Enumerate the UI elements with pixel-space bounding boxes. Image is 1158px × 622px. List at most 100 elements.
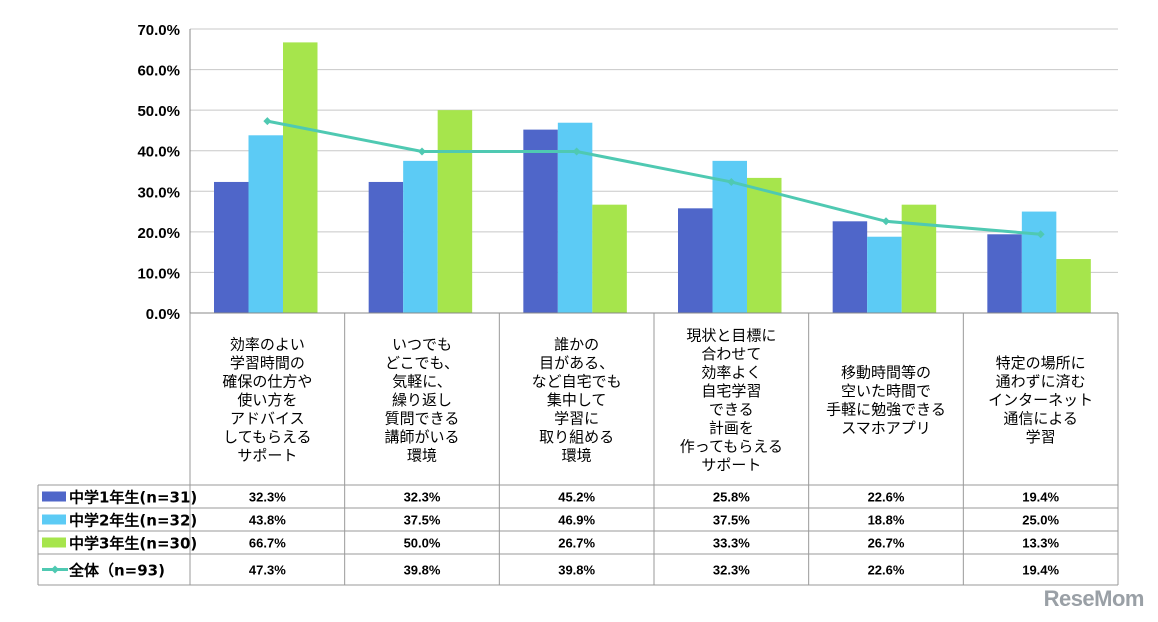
table-value: 18.8%	[868, 513, 905, 528]
bar	[523, 129, 558, 313]
table-value: 22.6%	[868, 490, 905, 505]
category-label: 空いた時間で	[841, 382, 931, 400]
bar	[867, 236, 902, 313]
bar	[678, 208, 713, 313]
y-tick-label: 40.0%	[137, 144, 180, 161]
bar	[747, 177, 782, 313]
table-value: 25.8%	[713, 490, 750, 505]
table-value: 50.0%	[404, 536, 441, 551]
line-marker	[882, 217, 890, 226]
line-series	[267, 119, 1041, 236]
category-label: 環境	[562, 447, 592, 465]
category-label: アドバイス	[230, 410, 305, 428]
bar	[248, 135, 283, 313]
category-label: 使い方を	[237, 391, 297, 409]
table-value: 66.7%	[249, 536, 286, 551]
line-marker	[727, 177, 736, 186]
table-value: 25.0%	[1022, 513, 1059, 528]
y-tick-label: 10.0%	[137, 265, 180, 282]
line-marker	[263, 117, 272, 126]
category-label: など自宅でも	[532, 373, 622, 391]
category-label: 学習時間の	[230, 354, 305, 372]
table-value: 39.8%	[558, 563, 595, 578]
bar	[437, 110, 473, 314]
category-label: 効率のよい	[230, 336, 305, 354]
legend-label: 中学3年生(n=30)	[69, 535, 197, 553]
resemom-logo: ReseMom	[1043, 586, 1145, 611]
category-label: サポート	[701, 456, 761, 474]
bar	[1056, 259, 1091, 313]
y-tick-label: 0.0%	[146, 306, 180, 323]
category-label: 合わせて	[701, 345, 761, 363]
legend-label: 中学1年生(n=31)	[69, 489, 197, 507]
category-label: 環境	[407, 447, 437, 465]
category-label: 気軽に、	[392, 373, 452, 391]
bar	[987, 234, 1022, 313]
bar	[1021, 211, 1057, 313]
category-label: どこでも、	[385, 354, 459, 372]
table-value: 32.3%	[249, 490, 286, 505]
category-label: 通信による	[1003, 410, 1078, 428]
table-value: 43.8%	[249, 513, 286, 528]
y-tick-label: 70.0%	[137, 22, 180, 39]
table-value: 32.3%	[713, 563, 750, 578]
category-label: 通わずに済む	[996, 373, 1086, 391]
category-label: 現状と目標に	[686, 326, 776, 344]
table-value: 26.7%	[558, 536, 595, 551]
table-value: 47.3%	[249, 563, 286, 578]
category-label: スマホアプリ	[841, 419, 931, 437]
category-label: 計画を	[709, 419, 754, 437]
line-marker	[572, 147, 581, 156]
category-label: してもらえる	[223, 428, 311, 446]
table-value: 19.4%	[1022, 563, 1059, 578]
bar	[403, 160, 438, 313]
legend-label: 中学2年生(n=32)	[69, 512, 197, 530]
bar	[832, 221, 868, 313]
category-label: 目がある、	[539, 354, 614, 372]
table-value: 26.7%	[868, 536, 905, 551]
category-label: できる	[709, 400, 754, 418]
line-marker	[418, 147, 426, 156]
category-label: 集中して	[547, 391, 607, 409]
table-value: 39.8%	[404, 563, 441, 578]
bar	[214, 181, 249, 313]
category-label: 学習に	[554, 410, 599, 428]
legend-swatch	[42, 491, 66, 502]
table-value: 45.2%	[558, 490, 595, 505]
category-label: 移動時間等の	[841, 363, 931, 381]
table-value: 19.4%	[1022, 490, 1059, 505]
y-tick-label: 50.0%	[137, 103, 180, 120]
category-label: 講師がいる	[384, 428, 459, 446]
bar	[901, 204, 937, 313]
table-value: 32.3%	[404, 490, 441, 505]
bar	[712, 160, 747, 313]
y-tick-label: 30.0%	[137, 184, 180, 201]
bar	[592, 204, 627, 313]
legend-marker	[51, 565, 59, 574]
category-label: 特定の場所に	[996, 354, 1086, 372]
category-label: 質問できる	[385, 410, 460, 428]
y-tick-label: 20.0%	[137, 225, 180, 242]
category-label: 確保の仕方や	[222, 373, 312, 391]
table-value: 22.6%	[868, 563, 905, 578]
table-value: 46.9%	[558, 513, 595, 528]
category-label: 作ってもらえる	[680, 437, 783, 455]
legend-swatch	[42, 514, 66, 525]
table-value: 37.5%	[713, 513, 750, 528]
category-label: 学習	[1026, 428, 1056, 446]
line-marker	[1036, 230, 1045, 239]
bar	[368, 181, 404, 313]
category-label: インターネット	[988, 391, 1093, 409]
category-label: サポート	[237, 447, 297, 465]
category-label: 効率よく	[701, 363, 761, 381]
category-label: いつでも	[392, 336, 452, 354]
category-label: 繰り返し	[392, 391, 452, 409]
bar	[283, 42, 318, 313]
category-label: 自宅学習	[701, 382, 761, 400]
table-value: 33.3%	[713, 536, 750, 551]
y-tick-label: 60.0%	[137, 63, 180, 80]
legend-label: 全体（n=93)	[68, 562, 165, 580]
category-label: 手軽に勉強できる	[826, 400, 946, 418]
